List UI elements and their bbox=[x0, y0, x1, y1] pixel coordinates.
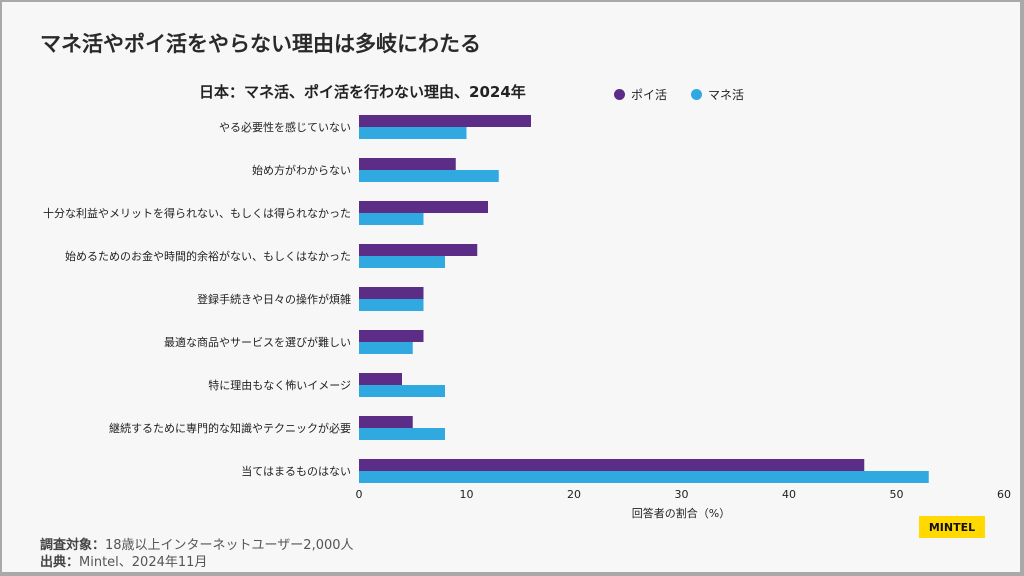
bar-manekatsu bbox=[359, 385, 445, 397]
x-tick-label: 10 bbox=[460, 488, 474, 501]
category-label: 十分な利益やメリットを得られない、もしくは得られなかった bbox=[43, 206, 351, 220]
category-label: 継続するために専門的な知識やテクニックが必要 bbox=[109, 421, 351, 435]
x-tick-label: 60 bbox=[997, 488, 1011, 501]
footer-sample-label: 調査対象： bbox=[40, 538, 106, 553]
bar-poikatsu bbox=[359, 373, 402, 385]
bar-manekatsu bbox=[359, 127, 467, 139]
legend-item-manekatsu: マネ活 bbox=[691, 86, 744, 103]
footer-source-label: 出典： bbox=[40, 555, 80, 570]
category-label: 特に理由もなく怖いイメージ bbox=[208, 378, 351, 392]
footer-source: 出典：Mintel、2024年11月 bbox=[40, 551, 207, 570]
category-label: 最適な商品やサービスを選びが難しい bbox=[164, 335, 351, 349]
bar-poikatsu bbox=[359, 201, 488, 213]
legend-item-poikatsu: ポイ活 bbox=[614, 86, 667, 103]
x-tick-label: 0 bbox=[356, 488, 363, 501]
bar-poikatsu bbox=[359, 115, 531, 127]
x-tick-label: 50 bbox=[890, 488, 904, 501]
page-title: マネ活やポイ活をやらない理由は多岐にわたる bbox=[40, 32, 481, 56]
bar-manekatsu bbox=[359, 256, 445, 268]
bar-manekatsu bbox=[359, 170, 499, 182]
category-label: 当てはまるものはない bbox=[241, 464, 351, 478]
x-tick-label: 30 bbox=[675, 488, 689, 501]
category-label: 始めるためのお金や時間的余裕がない、もしくはなかった bbox=[65, 249, 351, 263]
x-axis-label: 回答者の割合（%） bbox=[632, 506, 730, 520]
x-tick-label: 20 bbox=[567, 488, 581, 501]
bar-poikatsu bbox=[359, 287, 424, 299]
category-label: 登録手続きや日々の操作が煩雑 bbox=[197, 292, 351, 306]
bar-poikatsu bbox=[359, 244, 478, 256]
legend-swatch-manekatsu bbox=[691, 89, 702, 100]
bar-poikatsu bbox=[359, 416, 413, 428]
legend-swatch-poikatsu bbox=[614, 89, 625, 100]
bar-manekatsu bbox=[359, 342, 413, 354]
footer-source-value: Mintel、2024年11月 bbox=[79, 555, 208, 570]
bar-manekatsu bbox=[359, 299, 424, 311]
legend-label: ポイ活 bbox=[631, 88, 668, 102]
category-label: 始め方がわからない bbox=[252, 163, 351, 177]
bar-poikatsu bbox=[359, 330, 424, 342]
category-label: やる必要性を感じていない bbox=[219, 120, 351, 134]
bar-manekatsu bbox=[359, 213, 424, 225]
x-tick-label: 40 bbox=[782, 488, 796, 501]
footer-sample: 調査対象：18歳以上インターネットユーザー2,000人 bbox=[40, 534, 354, 553]
mintel-logo: MINTEL bbox=[919, 516, 985, 538]
bar-manekatsu bbox=[359, 428, 445, 440]
chart-title: 日本：マネ活、ポイ活を行わない理由、2024年 bbox=[199, 83, 526, 101]
footer-sample-value: 18歳以上インターネットユーザー2,000人 bbox=[105, 538, 354, 553]
bar-poikatsu bbox=[359, 459, 865, 471]
bar-manekatsu bbox=[359, 471, 929, 483]
legend-label: マネ活 bbox=[708, 88, 745, 102]
bar-poikatsu bbox=[359, 158, 456, 170]
